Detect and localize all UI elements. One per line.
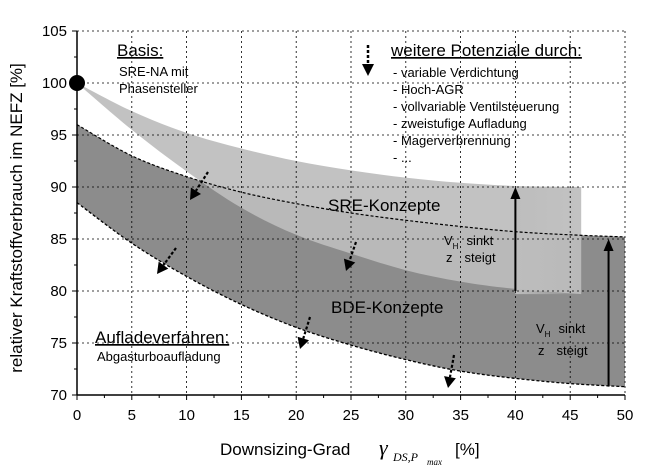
sre-z-label: z steigt (446, 250, 496, 265)
potenziale-item: - Hoch-AGR (393, 82, 464, 97)
aufladung-text: Abgasturboaufladung (97, 349, 221, 364)
grid-lines (77, 30, 626, 395)
x-tick-label: 0 (73, 407, 81, 424)
x-axis-label-text: Downsizing-Grad (220, 440, 350, 459)
x-axis-symbol: γ (379, 435, 389, 460)
x-tick-label: 50 (617, 407, 634, 424)
potenziale-title: weitere Potenziale durch: (390, 41, 582, 60)
arrow-sre-top (190, 171, 209, 200)
arrow-shaft (448, 354, 456, 378)
x-tick-label: 45 (562, 407, 579, 424)
trend-arrows (157, 171, 614, 388)
x-tick-label: 25 (343, 407, 360, 424)
axes (72, 30, 626, 400)
potenziale-item: - ... (393, 150, 412, 165)
x-axis-unit: [%] (455, 440, 480, 459)
arrow-head (343, 258, 356, 271)
potenziale-list: - variable Verdichtung - Hoch-AGR - vollva… (393, 65, 559, 165)
sre-band (77, 83, 582, 295)
arrow-sre-bottom (343, 241, 358, 271)
sre-label: SRE-Konzepte (328, 196, 440, 215)
bde-z-label: z steigt (538, 343, 588, 358)
y-tick-label: 85 (50, 231, 67, 248)
y-tick-label: 95 (50, 127, 67, 144)
x-tick-label: 5 (128, 407, 136, 424)
y-tick-label: 75 (50, 335, 67, 352)
base-point-marker (69, 75, 85, 91)
arrow-head (297, 336, 310, 349)
basis-title: Basis: (117, 41, 163, 60)
basis-line2: Phasensteller (119, 81, 198, 96)
x-axis-label: Downsizing-Grad (220, 440, 350, 459)
arrow-head (603, 239, 614, 251)
bde-lower-line (76, 202, 626, 388)
bde-label: BDE-Konzepte (331, 298, 443, 317)
x-tick-label: 15 (233, 407, 250, 424)
potenziale-item: - vollvariable Ventilsteuerung (393, 99, 559, 114)
y-tick-label: 90 (50, 179, 67, 196)
arrow-head (157, 261, 169, 274)
arrow-head (444, 376, 456, 388)
y-tick-label: 100 (42, 75, 67, 92)
potenziale-item: - zweistufige Aufladung (393, 116, 527, 131)
x-tick-label: 20 (288, 407, 305, 424)
arrow-bde-mid (297, 316, 312, 349)
y-axis-label: relativer Kraftstoffverbrauch im NEFZ [%… (7, 63, 26, 373)
bde-vh-label: VH sinkt (536, 321, 586, 339)
x-tick-label: 10 (178, 407, 195, 424)
y-tick-label: 80 (50, 283, 67, 300)
x-tick-label: 35 (452, 407, 469, 424)
arrow-shaft (348, 241, 358, 261)
sre-band-fade (515, 187, 582, 295)
y-tick-label: 70 (50, 387, 67, 404)
x-tick-label: 30 (397, 407, 414, 424)
arrow-bde-vertical (603, 239, 614, 387)
y-tick-label: 105 (42, 23, 67, 40)
arrow-bde-top (157, 247, 177, 274)
arrow-shaft (195, 171, 209, 192)
aufladung-title: Aufladeverfahren: (95, 328, 229, 347)
sre-vh-label: VH sinkt (444, 233, 494, 251)
band-boundaries (76, 124, 626, 388)
arrow-head (510, 187, 521, 199)
potenziale-arrow-icon (362, 45, 374, 76)
x-axis-subscript: DS,P (392, 450, 419, 464)
basis-line1: SRE-NA mit (119, 64, 189, 79)
arrow-shaft (162, 247, 177, 266)
potenziale-item: - variable Verdichtung (393, 65, 519, 80)
x-tick-label: 40 (507, 407, 524, 424)
bde-upper-line (76, 124, 626, 238)
arrow-bde-bottom (444, 354, 456, 388)
arrow-head (190, 187, 201, 200)
potenziale-item: - Magerverbrennung (393, 133, 511, 148)
tick-labels: 0 5 10 15 20 25 30 35 40 45 50 70 75 80 85 90 95 100 105 (42, 23, 633, 424)
arrow-sre-vertical (510, 187, 521, 291)
x-axis-subsubscript: max (427, 457, 442, 466)
arrow-shaft (302, 316, 312, 339)
